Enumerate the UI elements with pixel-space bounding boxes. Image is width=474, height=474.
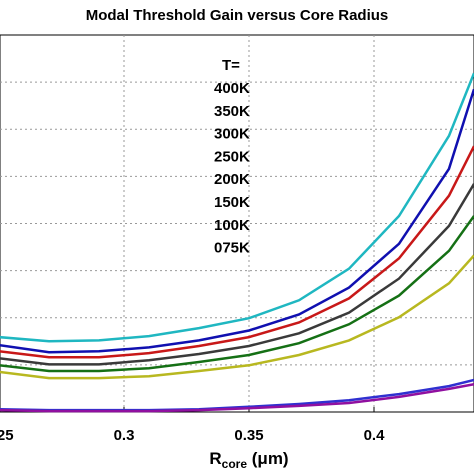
legend-entry: 400K: [214, 80, 250, 97]
legend-title: T=: [222, 57, 240, 74]
line-series: [0, 145, 474, 359]
x-tick-label: 0.35: [234, 427, 263, 444]
legend-entry: 250K: [214, 148, 250, 165]
line-series: [0, 72, 474, 343]
x-label-sub: core: [222, 457, 248, 471]
legend-entry: 300K: [214, 126, 250, 143]
line-series: [0, 382, 474, 413]
legend-entry: 350K: [214, 103, 250, 120]
x-tick-label: 0.4: [364, 427, 386, 444]
x-label-main: R: [209, 449, 221, 468]
line-series: [0, 88, 474, 354]
legend-entry: 150K: [214, 194, 250, 211]
legend-entry: 075K: [214, 240, 250, 257]
plot-area: [0, 34, 474, 413]
legend-entry: 100K: [214, 217, 250, 234]
chart-title: Modal Threshold Gain versus Core Radius: [86, 7, 389, 24]
line-series: [0, 254, 474, 380]
x-axis-label: Rcore (μm): [209, 449, 288, 471]
legend-entry: 200K: [214, 171, 250, 188]
line-series: [0, 215, 474, 373]
x-tick-label: 0.25: [0, 427, 14, 444]
x-tick-label: 0.3: [114, 427, 135, 444]
line-series: [0, 183, 474, 366]
x-label-unit: (μm): [247, 449, 289, 468]
